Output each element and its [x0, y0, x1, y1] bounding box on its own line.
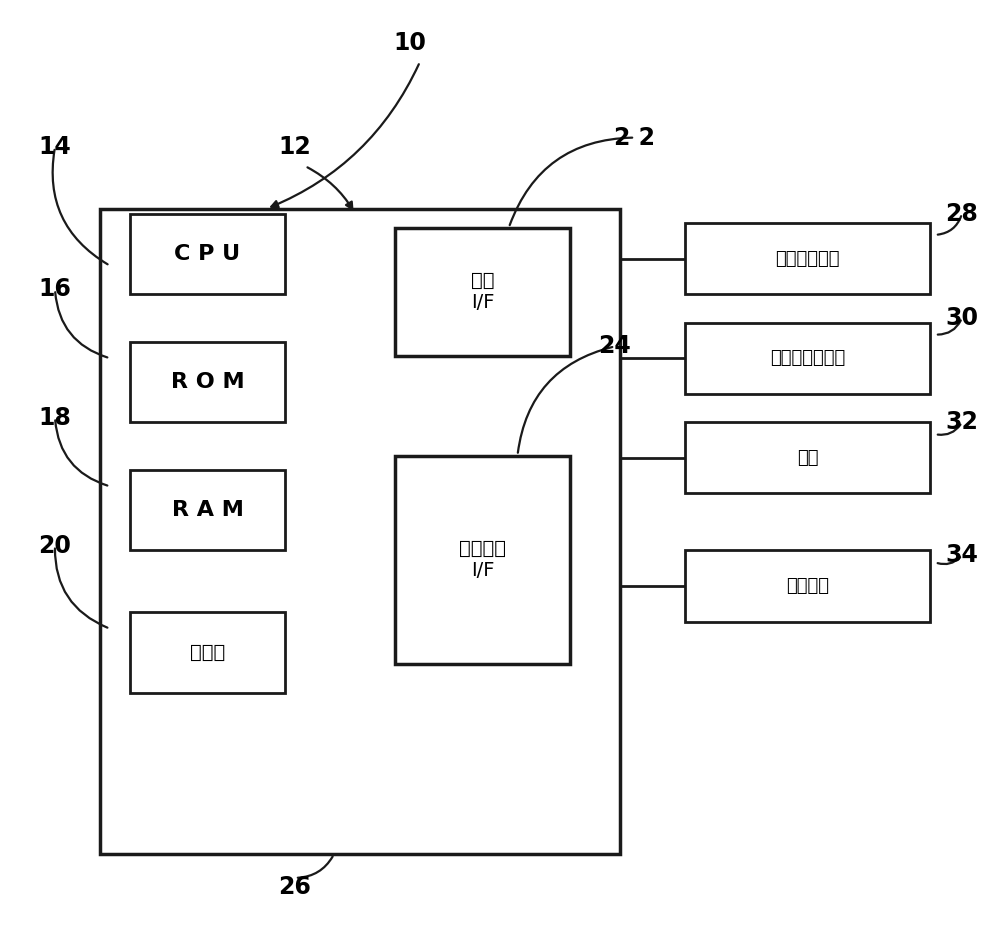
Text: 通信
I/F: 通信 I/F	[471, 271, 494, 312]
Bar	[130, 612, 285, 693]
Text: 12: 12	[279, 135, 311, 159]
Text: 14: 14	[39, 135, 71, 159]
Text: 26: 26	[279, 875, 311, 900]
Text: 18: 18	[39, 405, 71, 430]
Text: 车厢内照相机: 车厢内照相机	[775, 250, 840, 268]
Text: 30: 30	[946, 306, 978, 330]
Bar	[395, 228, 570, 356]
Text: R A M: R A M	[172, 500, 243, 520]
Text: 32: 32	[946, 410, 978, 435]
Text: 16: 16	[39, 277, 71, 302]
Bar	[685, 223, 930, 294]
Text: 2 2: 2 2	[614, 125, 656, 150]
Bar	[100, 209, 620, 854]
Bar	[395, 456, 570, 664]
Bar	[685, 550, 930, 622]
Bar	[685, 323, 930, 394]
Text: 显示面板: 显示面板	[786, 577, 829, 595]
Text: 10: 10	[394, 30, 426, 55]
Bar	[130, 470, 285, 550]
Text: 麦克: 麦克	[797, 449, 818, 467]
Text: 车辆周边照相机: 车辆周边照相机	[770, 349, 845, 367]
Text: 34: 34	[946, 543, 978, 568]
Text: 输入输出
I/F: 输入输出 I/F	[459, 539, 506, 581]
Text: 28: 28	[946, 201, 978, 226]
Text: 储存器: 储存器	[190, 642, 225, 662]
Bar	[685, 422, 930, 493]
Bar	[130, 342, 285, 422]
Bar	[130, 214, 285, 294]
Text: C P U: C P U	[174, 244, 241, 264]
Text: R O M: R O M	[171, 372, 244, 392]
Text: 24: 24	[599, 334, 631, 359]
Text: 20: 20	[39, 533, 71, 558]
